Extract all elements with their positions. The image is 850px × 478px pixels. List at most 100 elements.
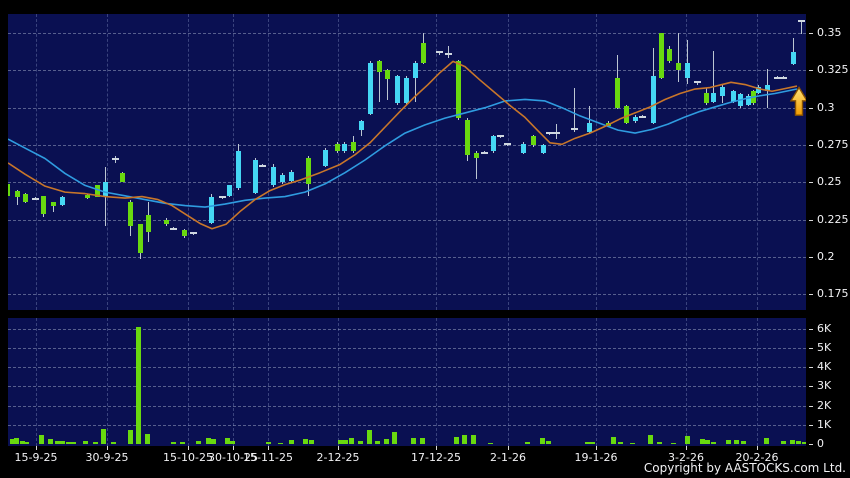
date-gridline	[107, 318, 108, 446]
volume-bar	[349, 438, 354, 444]
candle-body	[465, 119, 470, 156]
axis-tick	[809, 367, 813, 369]
axis-tick	[809, 348, 813, 349]
axis-tick	[436, 446, 437, 450]
axis-tick	[809, 386, 813, 388]
axis-tick	[809, 294, 813, 296]
price-gridline	[8, 70, 806, 72]
candle-body	[306, 158, 311, 184]
axis-tick	[233, 446, 234, 450]
candle-doji	[504, 143, 511, 146]
candle-wick	[574, 88, 575, 132]
candle-body	[60, 197, 65, 205]
volume-bar	[488, 442, 493, 444]
candle-body	[209, 197, 214, 223]
date-gridline	[757, 318, 758, 446]
date-axis-label: 20-2-26	[735, 451, 779, 464]
volume-bar	[630, 442, 635, 444]
candle-doji	[774, 76, 781, 79]
price-axis-label: 2K	[817, 398, 832, 412]
volume-bar	[60, 441, 65, 444]
volume-bar	[171, 442, 176, 444]
volume-bar	[278, 442, 283, 444]
date-gridline	[233, 14, 234, 310]
axis-tick	[686, 446, 687, 450]
date-gridline	[107, 14, 108, 310]
date-axis-label: 17-12-25	[411, 451, 461, 464]
volume-gridline	[8, 386, 806, 388]
volume-bar	[454, 437, 459, 444]
axis-tick	[809, 444, 813, 445]
candle-body	[667, 49, 672, 62]
candle-body	[521, 143, 526, 153]
date-gridline	[508, 318, 509, 446]
volume-gridline	[8, 424, 806, 426]
date-gridline	[757, 14, 758, 310]
candle-body	[51, 201, 56, 207]
volume-bar	[700, 439, 705, 444]
volume-bar	[211, 438, 216, 444]
axis-tick	[809, 405, 813, 407]
date-gridline	[596, 318, 597, 446]
volume-bar	[266, 442, 271, 444]
axis-tick	[809, 70, 813, 72]
volume-bar	[230, 441, 235, 444]
candle-wick	[556, 124, 557, 140]
candle-body	[624, 106, 629, 123]
candle-body	[421, 43, 426, 63]
candle-body	[368, 62, 373, 114]
price-axis-label: 0	[817, 437, 824, 450]
volume-bar	[802, 442, 806, 444]
candle-body	[164, 219, 169, 225]
price-axis-label: 0.225	[817, 212, 849, 226]
candle-body	[289, 171, 294, 181]
date-gridline	[233, 318, 234, 446]
price-axis-label: 0.2	[817, 250, 835, 264]
candle-wick	[387, 68, 388, 101]
volume-bar	[66, 442, 71, 444]
date-gridline	[436, 14, 437, 310]
volume-bar	[180, 442, 185, 444]
date-gridline	[36, 318, 37, 446]
candle-body	[456, 61, 461, 119]
date-gridline	[596, 14, 597, 310]
axis-tick	[596, 446, 597, 450]
volume-bar	[685, 436, 690, 444]
volume-bar	[726, 440, 731, 444]
date-gridline	[36, 14, 37, 310]
volume-bar	[734, 439, 739, 444]
volume-bar	[367, 429, 372, 444]
volume-bar	[303, 439, 308, 444]
candle-body	[385, 70, 390, 80]
date-gridline	[338, 318, 339, 446]
candle-body	[280, 174, 285, 183]
volume-bar	[618, 442, 623, 444]
volume-bar	[145, 434, 150, 444]
volume-bar	[343, 440, 348, 444]
volume-bar	[462, 435, 467, 444]
candle-body	[138, 224, 143, 253]
volume-bar	[375, 441, 380, 444]
volume-bar	[411, 438, 416, 444]
volume-bar	[611, 437, 616, 444]
volume-bar	[781, 441, 786, 444]
candle-body	[711, 92, 716, 102]
candle-body	[704, 92, 709, 104]
candle-wick	[379, 59, 380, 102]
candle-body	[791, 52, 796, 65]
volume-bar	[48, 439, 53, 444]
candle-wick	[678, 33, 679, 83]
volume-bar	[585, 442, 590, 444]
price-axis-label: 1K	[817, 417, 832, 431]
volume-bar	[24, 442, 29, 444]
candle-body	[23, 194, 28, 202]
candle-doji	[170, 227, 177, 230]
volume-bar	[14, 438, 19, 444]
candle-body	[746, 95, 751, 105]
candle-body	[227, 185, 232, 196]
axis-tick	[508, 446, 509, 450]
candle-doji	[32, 197, 39, 200]
axis-tick	[338, 446, 339, 450]
price-panel[interactable]	[8, 14, 806, 310]
volume-panel[interactable]	[8, 318, 806, 446]
